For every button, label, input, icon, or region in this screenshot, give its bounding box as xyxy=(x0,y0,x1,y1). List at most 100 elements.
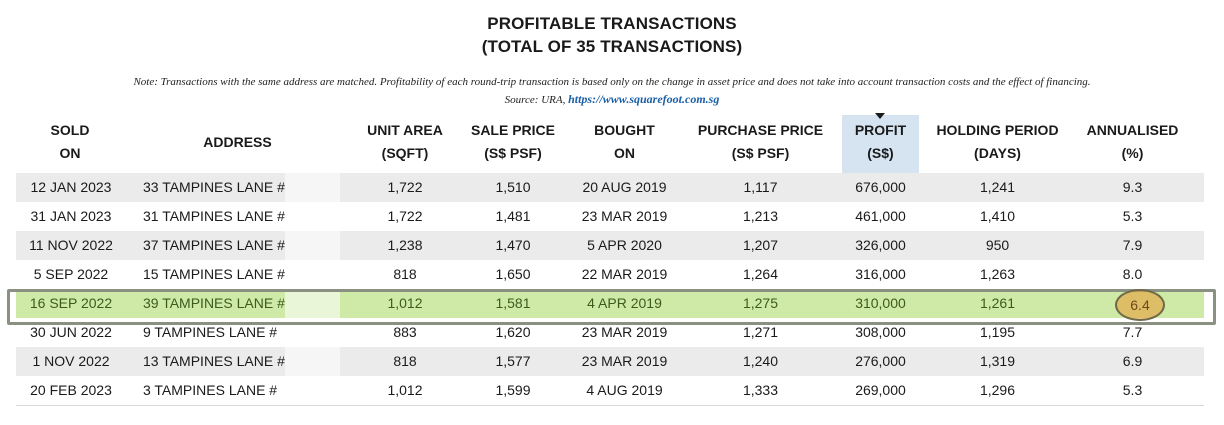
cell-annualised: 5.3 xyxy=(1122,208,1143,224)
table-row[interactable]: 31 JAN 2023 31 TAMPINES LANE # 1,722 1,4… xyxy=(16,202,1204,232)
cell-unit-area: 1,722 xyxy=(387,208,423,224)
cell-profit: 310,000 xyxy=(855,295,906,311)
cell-holding-period: 1,263 xyxy=(979,266,1016,282)
cell-bought-on: 23 MAR 2019 xyxy=(581,208,668,224)
header-annualised-l2: (%) xyxy=(1121,145,1144,161)
table-row[interactable]: 12 JAN 2023 33 TAMPINES LANE # 1,722 1,5… xyxy=(16,173,1204,203)
header-sale-price[interactable]: SALE PRICE (S$ PSF) xyxy=(458,119,568,165)
cell-purchase-price: 1,240 xyxy=(742,353,779,369)
cell-unit-area: 883 xyxy=(393,324,417,340)
header-annualised-l1: ANNUALISED xyxy=(1086,122,1179,138)
annualised-highlight-circle: 6.4 xyxy=(1115,289,1165,321)
cell-holding-period: 1,241 xyxy=(979,179,1016,195)
header-purchase-price[interactable]: PURCHASE PRICE (S$ PSF) xyxy=(688,119,833,165)
cell-bought-on: 4 AUG 2019 xyxy=(586,382,663,398)
source-link[interactable]: https://www.squarefoot.com.sg xyxy=(568,92,720,106)
address-redaction-mask xyxy=(285,172,340,404)
cell-annualised: 7.9 xyxy=(1122,237,1143,253)
table-row[interactable]: 1 NOV 2022 13 TAMPINES LANE # 818 1,577 … xyxy=(16,347,1204,377)
cell-purchase-price: 1,264 xyxy=(742,266,779,282)
highlight-row-frame xyxy=(7,289,1216,325)
cell-address: 31 TAMPINES LANE # xyxy=(143,208,285,224)
header-address[interactable]: ADDRESS xyxy=(175,131,300,154)
cell-address: 39 TAMPINES LANE # xyxy=(143,295,285,311)
table-row-highlighted[interactable]: 16 SEP 2022 39 TAMPINES LANE # 1,012 1,5… xyxy=(16,289,1204,319)
cell-purchase-price: 1,213 xyxy=(742,208,779,224)
table-note: Note: Transactions with the same address… xyxy=(133,76,1091,88)
cell-purchase-price: 1,207 xyxy=(742,237,779,253)
table-row[interactable]: 5 SEP 2022 15 TAMPINES LANE # 818 1,650 … xyxy=(16,260,1204,290)
cell-holding-period: 1,319 xyxy=(979,353,1016,369)
cell-profit: 308,000 xyxy=(855,324,906,340)
header-sold-on[interactable]: SOLD ON xyxy=(20,119,120,165)
cell-sold-on: 16 SEP 2022 xyxy=(29,295,113,311)
table-row[interactable]: 11 NOV 2022 37 TAMPINES LANE # 1,238 1,4… xyxy=(16,231,1204,261)
header-purchase-price-l2: (S$ PSF) xyxy=(731,145,790,161)
cell-sale-price: 1,599 xyxy=(495,382,531,398)
cell-address: 37 TAMPINES LANE # xyxy=(143,237,285,253)
cell-bought-on: 22 MAR 2019 xyxy=(581,266,668,282)
cell-unit-area: 818 xyxy=(393,353,417,369)
cell-purchase-price: 1,275 xyxy=(742,295,779,311)
cell-address: 33 TAMPINES LANE # xyxy=(143,179,285,195)
header-holding-period[interactable]: HOLDING PERIOD (DAYS) xyxy=(925,119,1070,165)
source-prefix: Source: URA, xyxy=(504,94,569,106)
cell-purchase-price: 1,117 xyxy=(743,179,778,195)
cell-holding-period: 1,261 xyxy=(979,295,1016,311)
cell-sale-price: 1,470 xyxy=(495,237,531,253)
cell-sale-price: 1,481 xyxy=(495,208,531,224)
cell-sold-on: 12 JAN 2023 xyxy=(30,179,112,195)
cell-sold-on: 30 JUN 2022 xyxy=(30,324,112,340)
table-row[interactable]: 20 FEB 2023 3 TAMPINES LANE # 1,012 1,59… xyxy=(16,376,1204,406)
header-sale-price-l2: (S$ PSF) xyxy=(484,145,542,161)
cell-unit-area: 1,722 xyxy=(387,179,423,195)
header-profit[interactable]: PROFIT (S$) xyxy=(842,119,919,165)
header-bought-on[interactable]: BOUGHT ON xyxy=(572,119,677,165)
cell-purchase-price: 1,333 xyxy=(742,382,779,398)
header-holding-period-l1: HOLDING PERIOD xyxy=(936,122,1059,138)
cell-annualised: 9.3 xyxy=(1122,179,1143,195)
cell-profit: 276,000 xyxy=(855,353,906,369)
cell-holding-period: 1,296 xyxy=(979,382,1016,398)
cell-bought-on: 4 APR 2019 xyxy=(587,295,662,311)
header-sale-price-l1: SALE PRICE xyxy=(470,122,555,138)
cell-profit: 676,000 xyxy=(855,179,906,195)
header-address-label: ADDRESS xyxy=(203,134,272,150)
cell-profit: 461,000 xyxy=(855,208,906,224)
header-annualised[interactable]: ANNUALISED (%) xyxy=(1080,119,1185,165)
header-profit-l2: (S$) xyxy=(867,145,894,161)
cell-sale-price: 1,577 xyxy=(495,353,531,369)
cell-address: 3 TAMPINES LANE # xyxy=(143,382,278,398)
header-sold-on-l1: SOLD xyxy=(50,122,90,138)
cell-sold-on: 1 NOV 2022 xyxy=(32,353,110,369)
cell-profit: 269,000 xyxy=(855,382,906,398)
cell-annualised: 7.7 xyxy=(1122,324,1143,340)
header-profit-l1: PROFIT xyxy=(854,122,907,138)
cell-unit-area: 1,012 xyxy=(387,382,423,398)
cell-unit-area: 1,238 xyxy=(387,237,423,253)
cell-unit-area: 818 xyxy=(393,266,417,282)
header-purchase-price-l1: PURCHASE PRICE xyxy=(697,122,824,138)
cell-annualised: 8.0 xyxy=(1122,266,1143,282)
cell-bought-on: 20 AUG 2019 xyxy=(582,179,667,195)
cell-sold-on: 20 FEB 2023 xyxy=(30,382,112,398)
cell-holding-period: 1,410 xyxy=(979,208,1016,224)
cell-sale-price: 1,650 xyxy=(495,266,531,282)
cell-unit-area: 1,012 xyxy=(387,295,423,311)
cell-annualised: 6.9 xyxy=(1122,353,1143,369)
cell-sold-on: 11 NOV 2022 xyxy=(29,237,113,253)
cell-bought-on: 5 APR 2020 xyxy=(587,237,662,253)
page-subtitle: (TOTAL OF 35 TRANSACTIONS) xyxy=(481,37,743,56)
cell-profit: 326,000 xyxy=(855,237,906,253)
header-unit-area-l2: (SQFT) xyxy=(381,145,429,161)
cell-bought-on: 23 MAR 2019 xyxy=(581,324,668,340)
cell-bought-on: 23 MAR 2019 xyxy=(581,353,668,369)
header-sold-on-l2: ON xyxy=(59,145,81,161)
cell-holding-period: 950 xyxy=(985,237,1010,253)
header-bought-on-l1: BOUGHT xyxy=(594,122,655,138)
cell-address: 13 TAMPINES LANE # xyxy=(143,353,285,369)
sort-descending-icon[interactable] xyxy=(875,113,885,119)
header-unit-area[interactable]: UNIT AREA (SQFT) xyxy=(355,119,455,165)
cell-sale-price: 1,620 xyxy=(495,324,531,340)
source-line: Source: URA, https://www.squarefoot.com.… xyxy=(0,92,1224,107)
